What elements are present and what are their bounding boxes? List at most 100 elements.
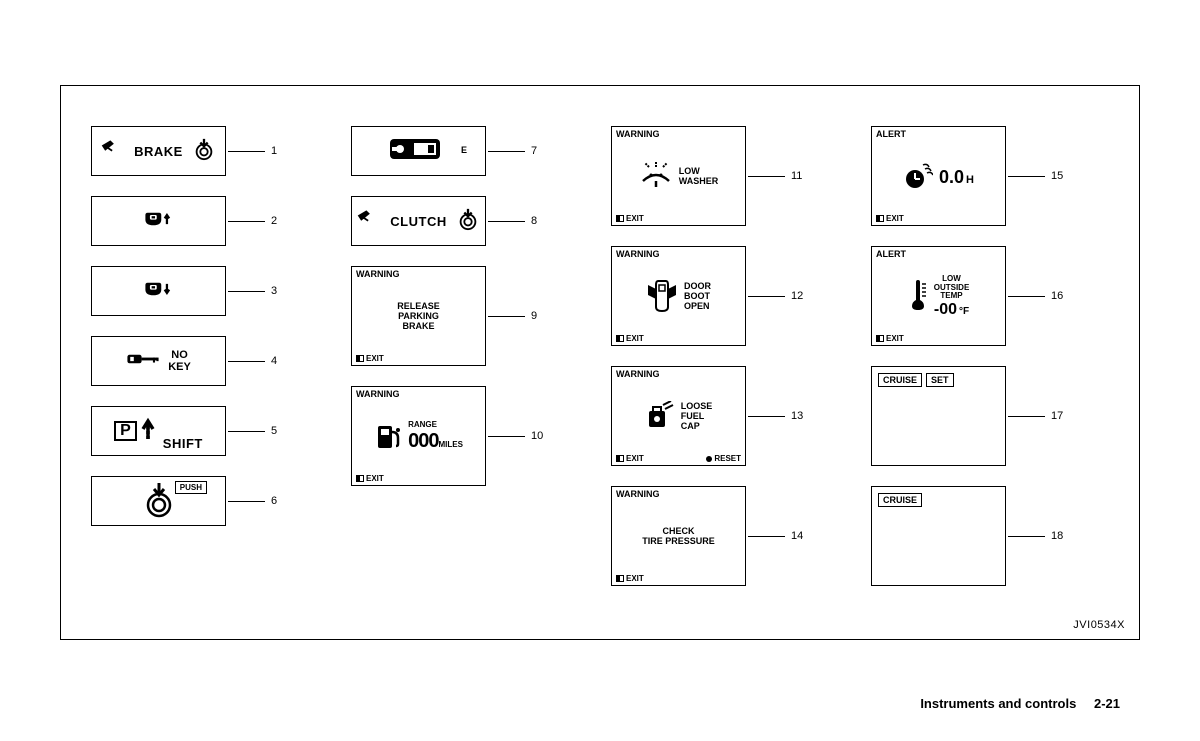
leader-line: [748, 416, 785, 417]
exit-label: EXIT: [356, 474, 384, 483]
warning-header: WARNING: [352, 387, 485, 400]
exit-icon: [876, 335, 884, 342]
image-code: JVI0534X: [1073, 619, 1125, 631]
callout-18: 18: [1051, 530, 1071, 542]
callout-1: 1: [271, 145, 291, 157]
display-low-washer: WARNING LOWWASHER EXIT: [611, 126, 746, 226]
temp-unit: °F: [959, 306, 969, 317]
exit-icon: [616, 575, 624, 582]
leader-line: [748, 296, 785, 297]
leader-line: [488, 436, 525, 437]
leader-line: [228, 291, 265, 292]
start-button-icon: [191, 137, 217, 166]
display-clutch: CLUTCH: [351, 196, 486, 246]
exit-label: EXIT: [616, 574, 644, 583]
column-4: ALERT 0.0 H: [871, 126, 1071, 586]
exit-label: EXIT: [616, 334, 644, 343]
exit-label: EXIT: [356, 354, 384, 363]
column-2: E 7 CLUTCH: [351, 126, 551, 586]
leader-line: [228, 501, 265, 502]
exit-icon: [356, 475, 364, 482]
fuel-pump-icon: [374, 420, 402, 455]
exit-icon: [616, 455, 624, 462]
door-open-text: DOORBOOTOPEN: [684, 282, 711, 312]
cell-13: WARNING LOOSEFUELCAP: [611, 366, 811, 466]
display-range: WARNING RANGE: [351, 386, 486, 486]
display-outside-temp: ALERT LOWOUTSIDETEMP -00: [871, 246, 1006, 346]
display-cruise-set: CRUISE SET: [871, 366, 1006, 466]
fuel-cap-icon: [645, 401, 675, 434]
cell-10: WARNING RANGE: [351, 386, 551, 486]
clock-alarm-icon: [903, 161, 933, 194]
callout-7: 7: [531, 145, 551, 157]
leader-line: [488, 316, 525, 317]
exit-label: EXIT: [876, 214, 904, 223]
brake-label: BRAKE: [134, 144, 183, 159]
callout-12: 12: [791, 290, 811, 302]
range-label: RANGE: [408, 421, 437, 430]
callout-10: 10: [531, 430, 551, 442]
battery-e: E: [461, 145, 467, 155]
callout-15: 15: [1051, 170, 1071, 182]
display-key-battery: E: [351, 126, 486, 176]
cell-6: PUSH 6: [91, 476, 291, 526]
cell-2: 2: [91, 196, 291, 246]
display-alert-timer: ALERT 0.0 H: [871, 126, 1006, 226]
cruise-badge: CRUISE: [878, 493, 922, 507]
temp-value: -00: [934, 301, 957, 319]
cell-11: WARNING LOWWASHER EXIT: [611, 126, 811, 226]
thermometer-icon: [908, 278, 928, 317]
no-key-label: NOKEY: [168, 349, 191, 373]
start-button-icon: [455, 207, 481, 236]
column-3: WARNING LOWWASHER EXIT: [611, 126, 811, 586]
display-tire-pressure: WARNING CHECKTIRE PRESSURE EXIT: [611, 486, 746, 586]
section-title: Instruments and controls: [920, 696, 1076, 711]
exit-label: EXIT: [616, 214, 644, 223]
display-key-up: [91, 196, 226, 246]
exit-label: EXIT: [616, 454, 644, 463]
foot-pedal-icon: [100, 137, 126, 166]
cell-1: BRAKE 1: [91, 126, 291, 176]
callout-3: 3: [271, 285, 291, 297]
warning-header: WARNING: [612, 247, 745, 260]
exit-icon: [616, 335, 624, 342]
leader-line: [1008, 536, 1045, 537]
warning-header: WARNING: [612, 487, 745, 500]
callout-17: 17: [1051, 410, 1071, 422]
cell-9: WARNING RELEASEPARKINGBRAKE EXIT 9: [351, 266, 551, 366]
timer-value: 0.0: [939, 167, 964, 188]
display-cruise: CRUISE: [871, 486, 1006, 586]
display-loose-fuel-cap: WARNING LOOSEFUELCAP: [611, 366, 746, 466]
foot-pedal-icon: [356, 207, 382, 236]
range-unit: MILES: [438, 440, 462, 449]
callout-2: 2: [271, 215, 291, 227]
alert-header: ALERT: [872, 127, 1005, 140]
cell-12: WARNING DOORBOOTOPEN EXIT: [611, 246, 811, 346]
exit-icon: [356, 355, 364, 362]
set-badge: SET: [926, 373, 954, 387]
display-release-parking-brake: WARNING RELEASEPARKINGBRAKE EXIT: [351, 266, 486, 366]
indicator-grid: BRAKE 1: [91, 126, 1071, 586]
cell-3: 3: [91, 266, 291, 316]
key-slot-up-icon: [142, 204, 176, 239]
cruise-badge: CRUISE: [878, 373, 922, 387]
display-door-open: WARNING DOORBOOTOPEN EXIT: [611, 246, 746, 346]
exit-label: EXIT: [876, 334, 904, 343]
page-number: 2-21: [1094, 696, 1120, 711]
cell-17: CRUISE SET 17: [871, 366, 1071, 466]
leader-line: [748, 176, 785, 177]
push-label: PUSH: [175, 481, 207, 494]
cell-5: P SHIFT 5: [91, 406, 291, 456]
callout-4: 4: [271, 355, 291, 367]
callout-16: 16: [1051, 290, 1071, 302]
callout-5: 5: [271, 425, 291, 437]
alert-header: ALERT: [872, 247, 1005, 260]
callout-8: 8: [531, 215, 551, 227]
exit-icon: [616, 215, 624, 222]
callout-9: 9: [531, 310, 551, 322]
display-push: PUSH: [91, 476, 226, 526]
washer-icon: [639, 161, 673, 194]
leader-line: [228, 221, 265, 222]
key-slot-down-icon: [142, 274, 176, 309]
leader-line: [748, 536, 785, 537]
